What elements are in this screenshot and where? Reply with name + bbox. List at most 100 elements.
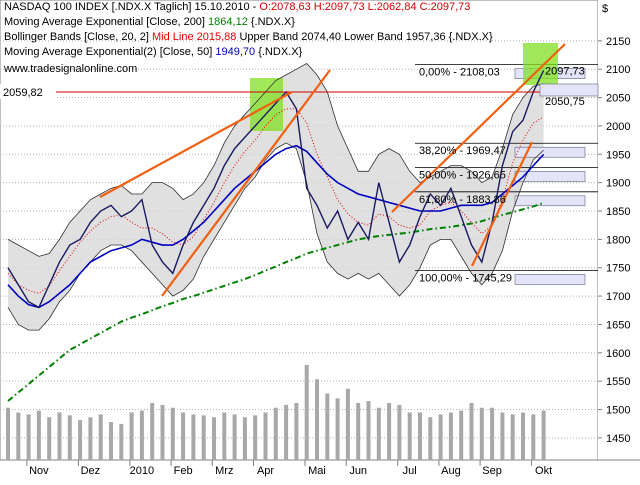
volume-bar [376,407,381,460]
volume-bar [407,412,412,460]
volume-bar [541,410,546,460]
volume-bar [397,404,402,460]
legend-name: Moving Average Exponential [Close, 200] [4,16,205,28]
volume-bar [212,417,216,460]
legend-suffix: Upper Band 2074,40 Lower Band 1957,36 {.… [239,31,493,43]
trend-line [161,69,331,297]
legend-suffix: {.NDX.X} [258,46,302,58]
volume-bar [356,403,361,460]
volume-bar [78,420,83,460]
website: www.tradesignalonline.com [3,63,137,75]
legend-name: Moving Average Exponential(2) [Close, 50… [4,46,212,58]
series-line [7,144,545,309]
series-line [7,202,544,402]
volume-bar [119,423,124,460]
volume-bar [88,417,93,460]
x-tick-label: Nov [29,465,49,477]
legend-name: Bollinger Bands [Close, 20, 2] [4,31,149,43]
price-box [539,83,599,97]
volume-bar [531,414,536,460]
y-tick-label: 1650 [606,319,630,331]
legend-entry: Moving Average Exponential [Close, 200] … [4,16,295,28]
fib-label: 100,00% - 1745,29 [419,272,512,284]
volume-bar [387,403,392,460]
volume-bar [469,403,474,460]
volume-bar [160,404,165,460]
highlight-box [250,78,283,131]
volume-bar [479,407,484,460]
legend-value: Mid Line 2015,88 [152,31,236,43]
volume-bar [57,412,62,460]
x-tick-label: Jun [349,465,367,477]
fib-label: 38,20% - 1969,47 [419,145,506,157]
price-label: 2097,73 [545,65,585,77]
volume-bar [201,415,206,460]
y-tick-label: 1800 [606,234,630,246]
volume-bar [273,407,278,460]
volume-bar [315,379,319,460]
price-box [0,83,56,99]
x-tick-label: Mai [308,465,326,477]
volume-bar [67,415,72,460]
x-tick-label: Okt [535,465,552,477]
series-line [7,63,544,257]
volume-bar [418,412,422,460]
fib-label: 50,00% - 1926,65 [419,170,506,182]
volume-bar [47,417,52,460]
x-tick-label: Sep [482,465,502,477]
y-tick-label: 1450 [606,433,630,445]
volume-bar [170,407,175,460]
legend-entry: Moving Average Exponential(2) [Close, 50… [4,46,303,58]
x-tick-label: Mrz [215,465,233,477]
fib-box [514,274,586,285]
volume-bar [490,407,495,460]
volume-bar [150,403,155,460]
volume-bar [109,422,113,460]
trend-line [391,43,566,213]
fib-box [514,146,586,158]
y-tick-label: 1850 [606,206,630,218]
volume-bar [98,414,103,460]
y-tick-label: 1550 [606,376,630,388]
volume-bar [191,414,196,460]
volume-bar [510,414,515,460]
ohlc-text: O:2078,63 H:2097,73 L:2062,84 C:2097,73 [259,1,470,13]
volume-bar [36,410,41,460]
y-tick-label: 1500 [606,405,630,417]
fib-label: 61,80% - 1883,86 [419,194,506,206]
volume-bar [438,414,443,460]
y-tick-label: 2050 [606,93,630,105]
volume-bar [129,412,134,460]
label-layer: 0,00% - 2108,03 38,20% - 1969,47 50,00% - … [0,65,599,284]
volume-bar [335,398,340,460]
fib-label: 0,00% - 2108,03 [419,67,500,79]
series-line [7,142,544,331]
volume-bar [242,417,247,460]
volume-bar [263,412,268,460]
volume-bar [253,415,258,460]
volume-bar [181,412,186,460]
legend-value: 1864,12 [208,16,248,28]
volume-bar [325,393,330,460]
volume-bar [139,410,144,460]
x-tick-label: Aug [441,465,461,477]
volume-bar [222,412,227,460]
fib-box [514,195,586,207]
volume-bar [366,401,371,460]
volume-bar [459,410,464,460]
trend-line [471,141,533,267]
plot-layer [0,63,598,460]
legend-entry: Bollinger Bands [Close, 20, 2] Mid Line … [4,31,493,43]
volume-bar [521,412,525,460]
volume-bar [16,412,21,460]
price-label: 2050,75 [545,96,585,108]
y-tick-label: 1750 [606,263,630,275]
band-area [8,63,544,331]
volume-bar [428,417,433,460]
volume-bar [6,407,10,460]
x-tick-label: Jul [403,465,417,477]
volume-bar [345,388,350,460]
x-tick-label: Dez [81,465,101,477]
title-text: NASDAQ 100 INDEX [.NDX.X Taglich] 15.10.… [4,1,257,13]
